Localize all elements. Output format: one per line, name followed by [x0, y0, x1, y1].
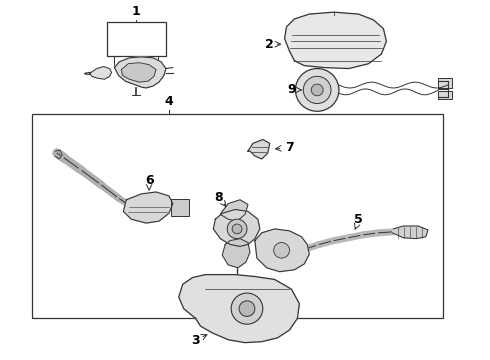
Circle shape [231, 293, 263, 324]
Bar [32, 114, 443, 318]
Polygon shape [220, 200, 248, 221]
Text: 3: 3 [191, 334, 200, 347]
Polygon shape [213, 210, 260, 246]
Polygon shape [55, 150, 62, 159]
Text: 8: 8 [214, 191, 222, 204]
Polygon shape [115, 57, 166, 88]
Text: 6: 6 [145, 174, 153, 187]
Bar [171, 199, 189, 216]
Text: 7: 7 [285, 141, 294, 154]
Polygon shape [392, 226, 428, 239]
Polygon shape [123, 192, 173, 223]
Circle shape [274, 243, 290, 258]
Polygon shape [90, 67, 112, 79]
Polygon shape [248, 139, 270, 159]
Polygon shape [222, 239, 250, 268]
Text: 2: 2 [266, 38, 274, 51]
Bar [438, 91, 452, 99]
Polygon shape [179, 275, 299, 343]
Polygon shape [122, 63, 156, 82]
Polygon shape [285, 12, 387, 68]
Circle shape [311, 84, 323, 96]
Text: 4: 4 [165, 95, 173, 108]
Bar [107, 22, 166, 56]
Circle shape [232, 224, 242, 234]
Circle shape [303, 76, 331, 104]
Text: 1: 1 [132, 5, 141, 18]
Circle shape [227, 219, 247, 239]
Text: 5: 5 [354, 213, 363, 226]
Circle shape [239, 301, 255, 316]
Bar [438, 78, 452, 88]
Text: 9: 9 [287, 84, 296, 96]
Polygon shape [255, 229, 309, 272]
Circle shape [295, 68, 339, 111]
